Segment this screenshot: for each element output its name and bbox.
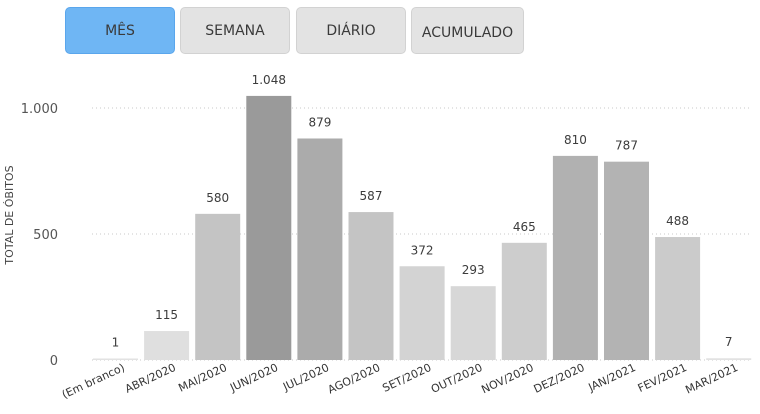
bar	[246, 95, 292, 361]
x-tick-label: FEV/2021	[636, 361, 689, 395]
data-label: 1.048	[252, 73, 286, 87]
data-label: 372	[411, 243, 434, 257]
data-label: 7	[725, 335, 733, 349]
x-tick-label: OUT/2020	[429, 361, 484, 396]
data-label: 465	[513, 220, 536, 234]
x-tick-label: ABR/2020	[123, 361, 178, 396]
data-label: 787	[615, 139, 638, 153]
y-tick-label: 500	[33, 228, 58, 243]
tab-semana-label: SEMANA	[205, 22, 265, 39]
x-tick-label: DEZ/2020	[532, 361, 587, 396]
data-label: 580	[206, 191, 229, 205]
x-tick-label: SET/2020	[380, 361, 433, 395]
tab-semana[interactable]: SEMANA	[180, 7, 290, 54]
tab-diario[interactable]: DIÁRIO	[296, 7, 406, 54]
bar	[655, 237, 701, 360]
x-tick-label: JUL/2020	[280, 361, 331, 394]
bars	[93, 95, 752, 361]
x-tick-label: MAI/2020	[176, 361, 229, 395]
data-label: 879	[308, 115, 331, 129]
bar	[450, 286, 496, 360]
x-tick-label: NOV/2020	[479, 361, 535, 396]
y-axis-title: TOTAL DE ÓBITOS	[3, 165, 16, 265]
bar	[144, 331, 190, 360]
tab-diario-label: DIÁRIO	[326, 22, 376, 39]
data-label: 115	[155, 308, 178, 322]
tab-acumulado-label: ACUMULADO	[421, 24, 514, 41]
data-label: 810	[564, 133, 587, 147]
bar	[604, 161, 649, 360]
x-tick-label: AGO/2020	[326, 361, 382, 397]
data-label: 488	[666, 214, 689, 228]
bar	[297, 138, 343, 360]
tab-acumulado[interactable]: ACUMULADO	[411, 7, 524, 54]
x-tick-label: (Em branco)	[60, 361, 127, 401]
bar	[195, 213, 241, 360]
bar	[501, 242, 547, 360]
period-tabs: MÊS SEMANA DIÁRIO ACUMULADO	[0, 0, 760, 60]
y-tick-label: 0	[50, 354, 58, 369]
y-tick-label: 1.000	[21, 102, 58, 117]
bar	[552, 155, 598, 360]
bar	[93, 358, 138, 360]
tab-mes[interactable]: MÊS	[65, 7, 175, 54]
x-tick-label: JAN/2021	[586, 361, 638, 395]
x-tick-label: MAR/2021	[683, 361, 740, 397]
bar	[348, 212, 394, 360]
data-label: 587	[360, 189, 383, 203]
bar	[706, 358, 752, 360]
bar	[399, 266, 445, 360]
y-axis: 0 500 1.000	[21, 102, 58, 369]
data-label: 1	[112, 336, 120, 350]
tab-mes-label: MÊS	[105, 22, 135, 39]
x-tick-label: JUN/2020	[227, 361, 280, 395]
data-label: 293	[462, 263, 485, 277]
data-labels: 1 115 580 1.048 879 587 372 293 465 810 787 488 7	[112, 73, 733, 350]
